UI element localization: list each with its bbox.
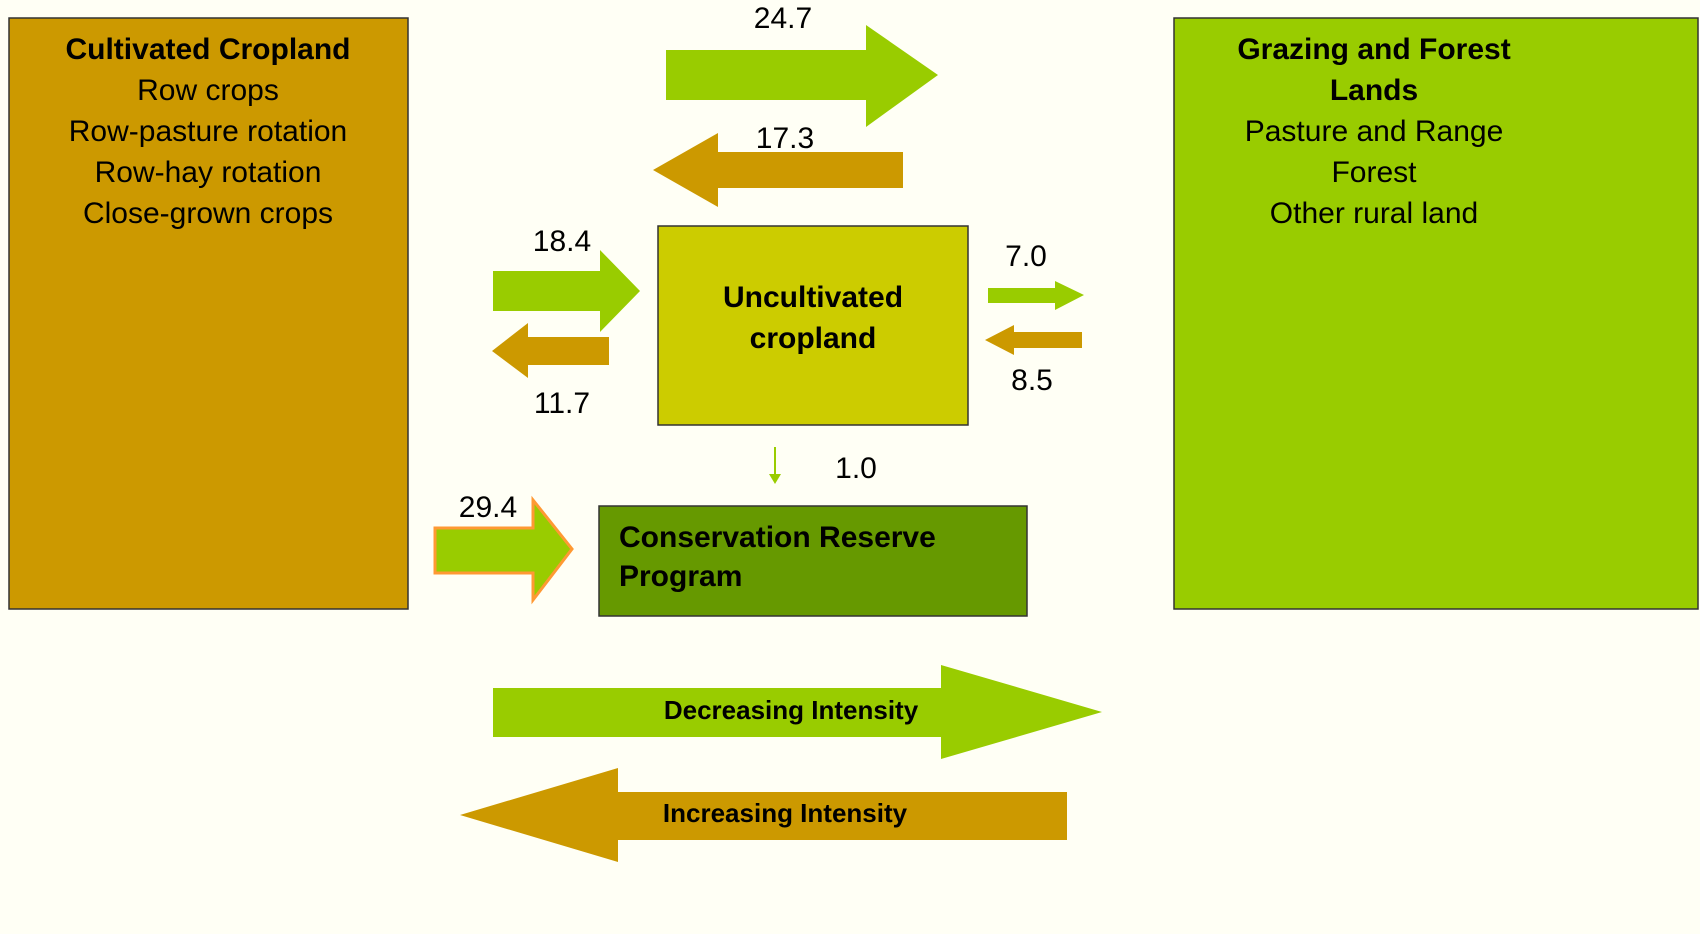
- arrow: [433, 495, 574, 605]
- node-item: Forest: [1331, 156, 1417, 189]
- arrow: [666, 25, 938, 127]
- legend-arrow: [493, 665, 1102, 759]
- flow-label: 8.5: [1011, 364, 1053, 397]
- node-title: Grazing and Forest: [1237, 33, 1510, 66]
- cultivated-box: [8, 17, 409, 610]
- flow-label: 18.4: [533, 225, 591, 258]
- arrow: [653, 133, 903, 207]
- grazing-box: [1173, 17, 1699, 610]
- arrow-head: [769, 474, 781, 484]
- node-item: Close-grown crops: [83, 197, 333, 230]
- node-title: Lands: [1330, 74, 1418, 107]
- flow-label: 11.7: [534, 387, 590, 420]
- node-item: Row crops: [137, 74, 279, 107]
- legend-label: Increasing Intensity: [663, 798, 908, 828]
- node-title: Conservation Reserve: [619, 521, 936, 554]
- node-item: Row-pasture rotation: [69, 115, 347, 148]
- legend-label: Decreasing Intensity: [664, 695, 919, 725]
- flow-label: 7.0: [1005, 240, 1047, 273]
- arrow: [493, 250, 640, 332]
- flow-label: 17.3: [756, 122, 814, 155]
- arrow: [988, 281, 1084, 310]
- node-title: Uncultivated: [723, 281, 903, 314]
- arrow: [985, 325, 1082, 355]
- crp-box: [598, 505, 1028, 617]
- node-item: Other rural land: [1270, 197, 1478, 230]
- node-title: Program: [619, 560, 742, 593]
- node-item: Pasture and Range: [1245, 115, 1504, 148]
- uncultivated-box: [657, 225, 969, 426]
- flow-label: 1.0: [835, 452, 877, 485]
- flow-label: 24.7: [754, 2, 812, 35]
- legend-arrow: [460, 768, 1067, 862]
- node-title: cropland: [750, 322, 877, 355]
- node-title: Cultivated Cropland: [65, 33, 350, 66]
- flow-label: 29.4: [459, 491, 517, 524]
- node-item: Row-hay rotation: [95, 156, 322, 189]
- arrow: [492, 323, 609, 378]
